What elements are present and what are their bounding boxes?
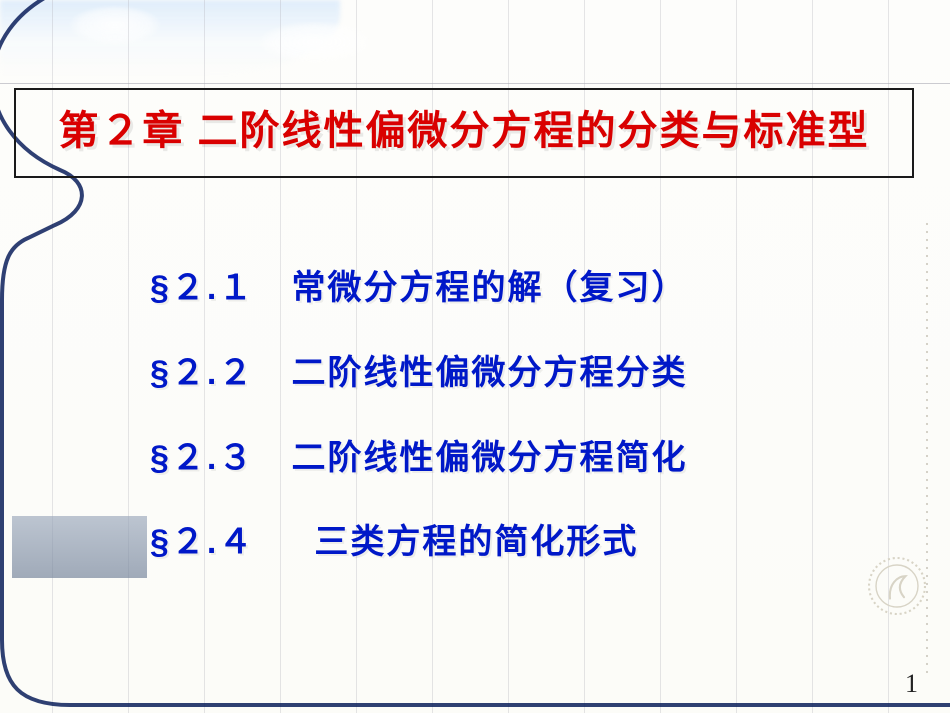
title-box: 第２章 二阶线性偏微分方程的分类与标准型: [14, 88, 914, 178]
section-item: §２.３ 二阶线性偏微分方程简化: [150, 438, 870, 479]
section-list: §２.１ 常微分方程的解（复习） §２.２ 二阶线性偏微分方程分类 §２.３ 二…: [150, 268, 870, 607]
dotted-spine: [926, 220, 928, 673]
corner-block: [12, 516, 147, 578]
stamp-icon: [862, 551, 932, 621]
cloud-icon: [70, 6, 160, 44]
horizontal-rule: [0, 83, 950, 84]
section-label: 二阶线性偏微分方程分类: [291, 354, 687, 392]
chapter-title: 第２章 二阶线性偏微分方程的分类与标准型: [26, 104, 902, 158]
page-number: 1: [905, 669, 918, 699]
slide: 第２章 二阶线性偏微分方程的分类与标准型 §２.１ 常微分方程的解（复习） §２…: [0, 0, 950, 713]
section-number: §２.４: [150, 522, 280, 563]
cloud-icon: [260, 22, 370, 62]
section-number: §２.３: [150, 438, 280, 479]
section-number: §２.２: [150, 353, 280, 394]
section-label: 二阶线性偏微分方程简化: [291, 439, 687, 477]
section-label: 常微分方程的解（复习）: [291, 269, 687, 307]
section-number: §２.１: [150, 268, 280, 309]
section-label: 三类方程的简化形式: [314, 523, 638, 561]
section-item: §２.２ 二阶线性偏微分方程分类: [150, 353, 870, 394]
section-item: §２.４ 三类方程的简化形式: [150, 522, 870, 563]
section-item: §２.１ 常微分方程的解（复习）: [150, 268, 870, 309]
